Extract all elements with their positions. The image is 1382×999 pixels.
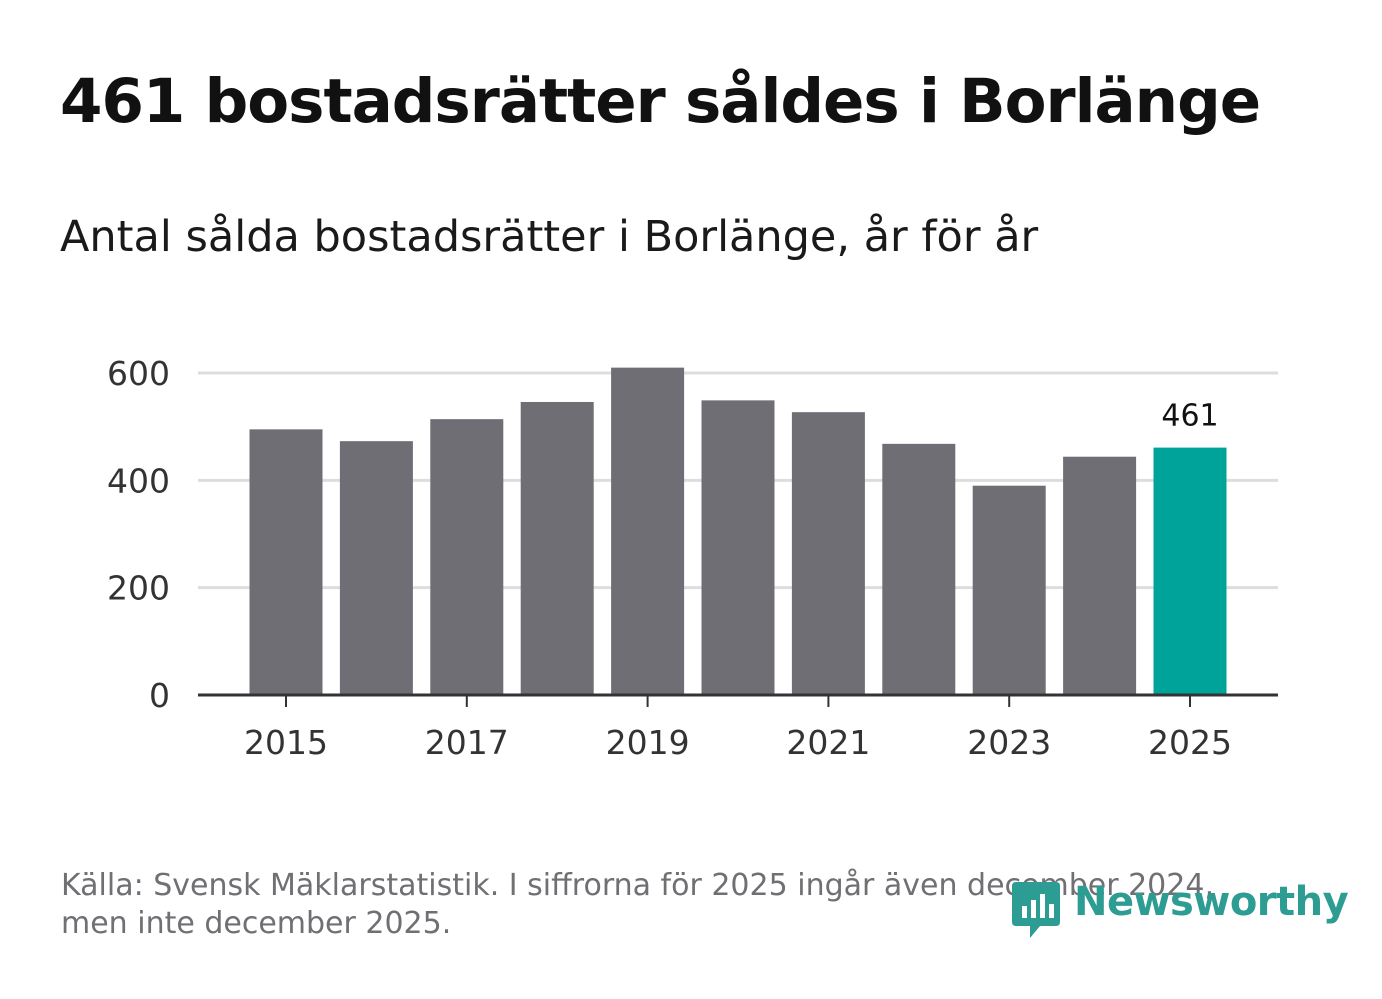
bar-2019 [611, 367, 685, 695]
x-tick-label-2021: 2021 [786, 723, 870, 762]
x-tick-label-2017: 2017 [425, 723, 509, 762]
bar-2017 [430, 419, 504, 695]
newsworthy-logo: Newsworthy [1010, 878, 1349, 942]
bar-2020 [701, 400, 775, 695]
bar-2024 [1063, 456, 1137, 695]
chart-subtitle: Antal sålda bostadsrätter i Borlänge, år… [60, 212, 1039, 262]
x-tick-label-2023: 2023 [967, 723, 1051, 762]
bar-2022 [882, 443, 956, 695]
bar-2021 [791, 412, 865, 695]
chart-title: 461 bostadsrätter såldes i Borlänge [60, 66, 1261, 137]
newsworthy-logo-text: Newsworthy [1074, 879, 1349, 925]
x-axis [198, 693, 1278, 707]
y-tick-label-400: 400 [107, 461, 170, 500]
tick-labels: 0 200 400 600 461 2015 2017 2019 2021 2023 2025 [107, 354, 1232, 762]
x-tick-label-2015: 2015 [244, 723, 328, 762]
y-tick-label-0: 0 [149, 676, 170, 715]
x-tick-label-2019: 2019 [606, 723, 690, 762]
bar-2023 [972, 485, 1046, 695]
data-label-2025: 461 [1161, 399, 1218, 434]
bar-2025 [1153, 447, 1227, 695]
y-tick-label-200: 200 [107, 569, 170, 608]
y-tick-label-600: 600 [107, 354, 170, 393]
bar-2016 [339, 441, 413, 695]
source-note-line-2: men inte december 2025. [61, 906, 452, 941]
bar-2015 [249, 429, 323, 695]
bar-2018 [520, 401, 594, 695]
newsworthy-logo-icon [1012, 882, 1060, 938]
bars [249, 367, 1227, 695]
x-tick-label-2025: 2025 [1148, 723, 1232, 762]
